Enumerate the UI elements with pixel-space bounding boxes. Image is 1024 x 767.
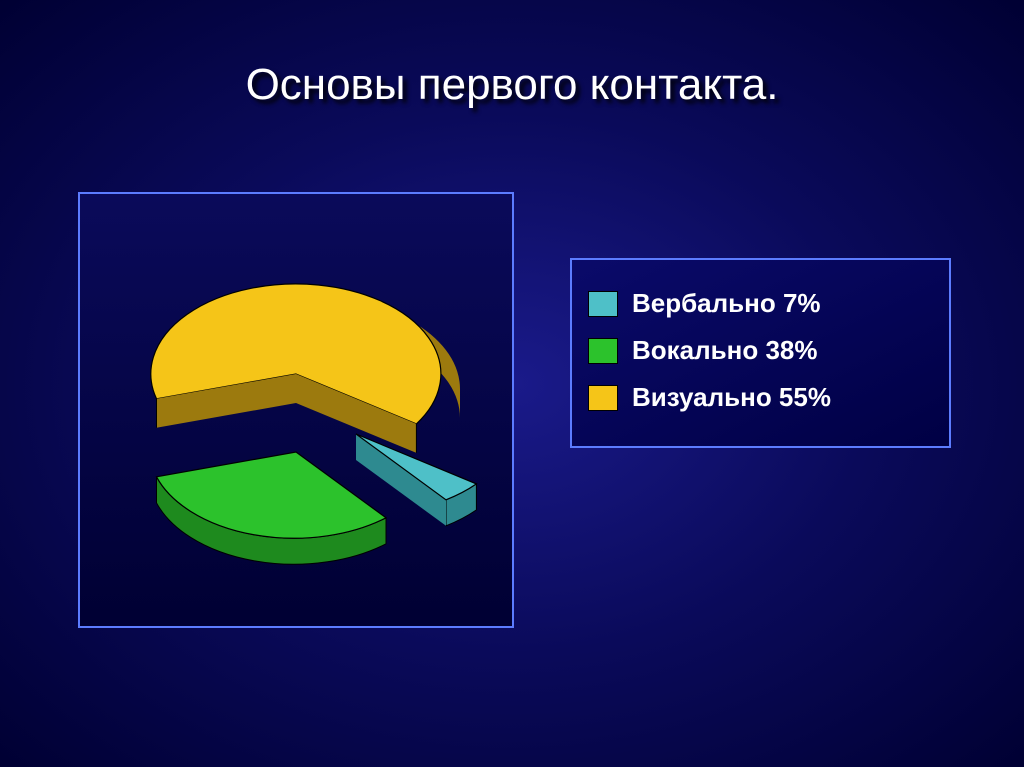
legend-item-visual: Визуально 55% bbox=[588, 382, 933, 413]
legend-swatch-visual bbox=[588, 385, 618, 411]
legend-label-verbal: Вербально 7% bbox=[632, 288, 821, 319]
legend-label-vocal: Вокально 38% bbox=[632, 335, 817, 366]
legend-item-vocal: Вокально 38% bbox=[588, 335, 933, 366]
legend-label-visual: Визуально 55% bbox=[632, 382, 831, 413]
slice-vocal-group bbox=[157, 452, 387, 564]
pie-chart-container bbox=[78, 192, 514, 628]
legend-swatch-vocal bbox=[588, 338, 618, 364]
legend-swatch-verbal bbox=[588, 291, 618, 317]
legend-container: Вербально 7% Вокально 38% Визуально 55% bbox=[570, 258, 951, 448]
slide-title: Основы первого контакта. bbox=[0, 60, 1024, 110]
pie-chart-3d bbox=[80, 194, 512, 626]
legend-item-verbal: Вербально 7% bbox=[588, 288, 933, 319]
